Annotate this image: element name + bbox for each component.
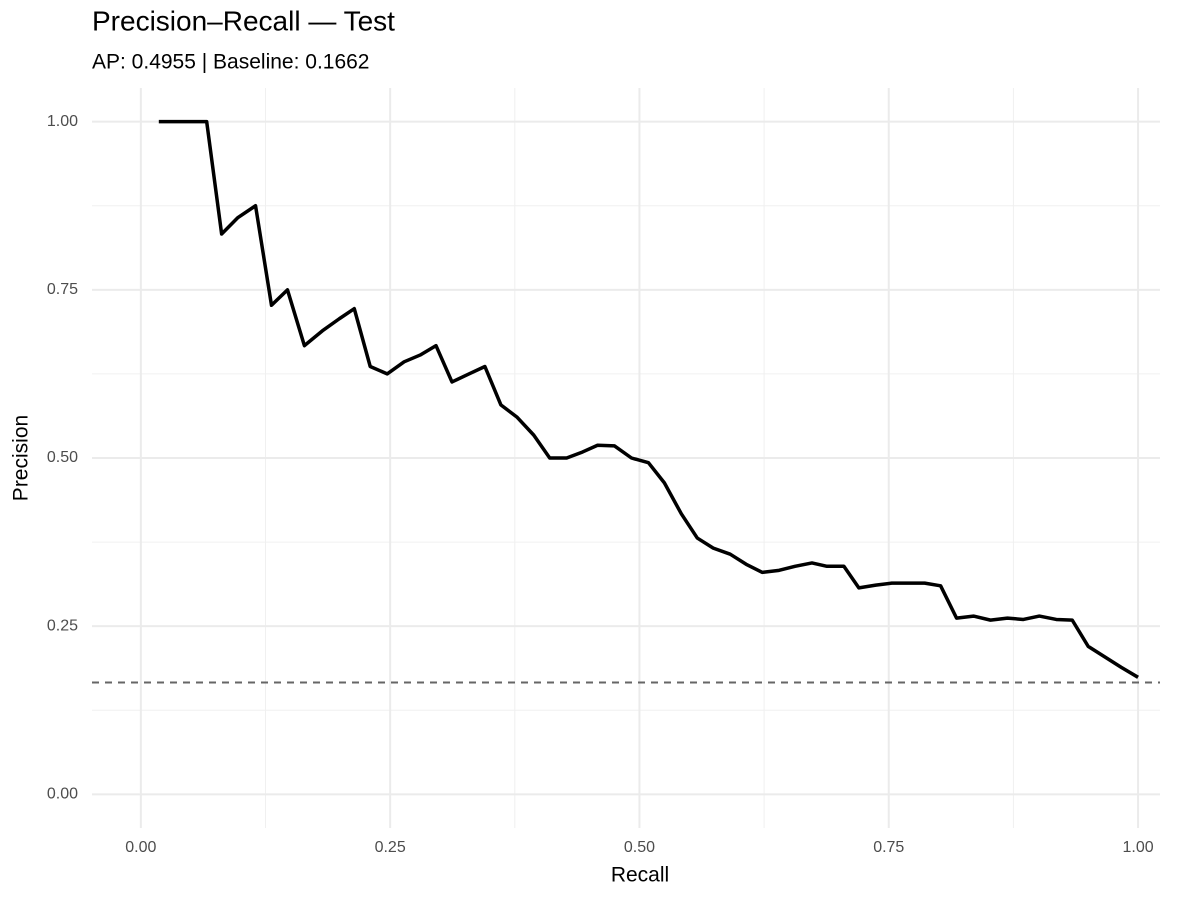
y-tick-label: 0.75 — [47, 281, 78, 298]
chart-subtitle: AP: 0.4955 | Baseline: 0.1662 — [92, 51, 370, 74]
y-tick-label: 0.00 — [47, 786, 78, 803]
y-tick-label: 0.50 — [47, 449, 78, 466]
x-axis-title: Recall — [611, 864, 669, 887]
x-tick-label: 0.00 — [125, 839, 156, 856]
pr-curve — [158, 119, 1139, 679]
chart-title: Precision–Recall — Test — [92, 5, 395, 36]
x-tick-label: 0.25 — [375, 839, 406, 856]
y-axis-title: Precision — [10, 415, 33, 501]
x-tick-label: 0.50 — [624, 839, 655, 856]
x-tick-label: 0.75 — [873, 839, 904, 856]
x-tick-label: 1.00 — [1122, 839, 1153, 856]
y-tick-label: 0.25 — [47, 617, 78, 634]
y-tick-label: 1.00 — [47, 113, 78, 130]
